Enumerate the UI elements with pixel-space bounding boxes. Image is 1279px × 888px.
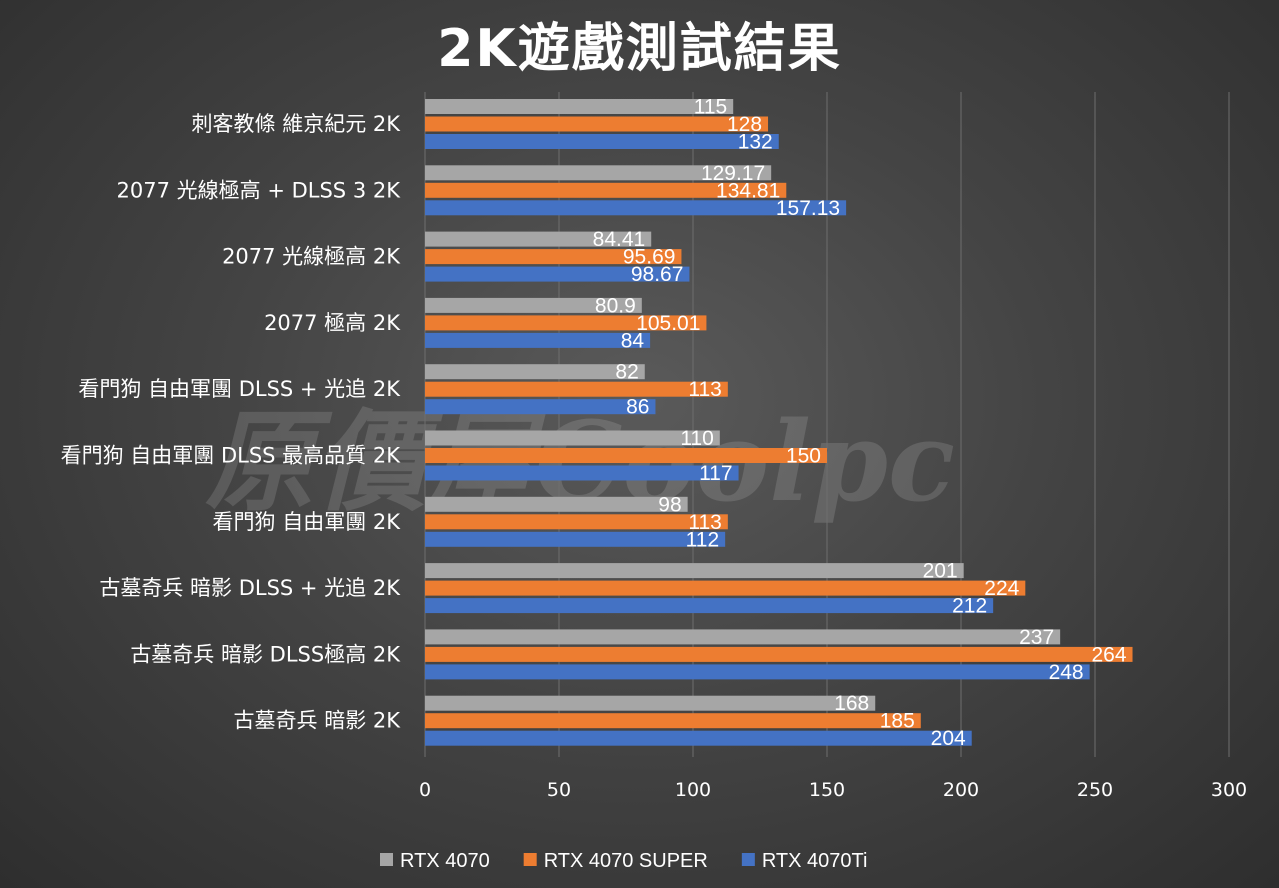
bar (425, 399, 656, 415)
data-label: 150 (786, 445, 821, 468)
x-tick-label: 100 (675, 779, 711, 801)
legend-swatch (741, 853, 755, 866)
category-label: 看門狗 自由軍團 DLSS 最高品質 2K (61, 444, 402, 468)
bars (425, 99, 1133, 746)
data-label: 185 (880, 710, 915, 733)
bar (425, 514, 728, 530)
data-label: 113 (688, 511, 721, 534)
data-label: 84 (621, 329, 645, 352)
bar (425, 713, 921, 729)
category-label: 刺客教條 維京紀元 2K (192, 112, 402, 136)
legend-label: RTX 4070 SUPER (544, 850, 708, 872)
legend-label: RTX 4070Ti (762, 850, 868, 872)
data-label: 105.01 (636, 312, 700, 335)
category-label: 古墓奇兵 暗影 DLSS極高 2K (130, 642, 401, 666)
x-tick-label: 50 (547, 779, 571, 801)
category-label: 看門狗 自由軍團 DLSS + 光追 2K (78, 377, 401, 401)
category-label: 古墓奇兵 暗影 DLSS + 光追 2K (99, 576, 401, 600)
bar (425, 730, 972, 746)
category-label: 2077 極高 2K (264, 311, 401, 335)
bar (425, 465, 739, 481)
category-label: 2077 光線極高 + DLSS 3 2K (117, 178, 402, 202)
bar (425, 266, 690, 282)
data-label: 117 (699, 462, 732, 485)
bar (425, 695, 876, 711)
bar (425, 134, 779, 149)
bar (425, 563, 964, 579)
chart-title: 2K遊戲測試結果 (437, 19, 842, 79)
data-label: 86 (626, 396, 649, 419)
data-label: 264 (1091, 643, 1126, 666)
bar (425, 116, 769, 132)
data-label: 115 (694, 96, 727, 119)
data-label: 224 (984, 577, 1019, 600)
category-label: 古墓奇兵 暗影 2K (234, 709, 402, 733)
category-label: 2077 光線極高 2K (222, 245, 401, 269)
bar (425, 200, 847, 216)
bar (425, 297, 642, 313)
data-label: 204 (931, 727, 966, 750)
data-label: 82 (615, 361, 638, 384)
bar (425, 249, 682, 265)
data-label: 134.81 (716, 179, 780, 202)
data-label: 237 (1019, 626, 1054, 649)
bar (425, 182, 787, 198)
bar (425, 580, 1026, 596)
data-label: 98 (658, 493, 681, 516)
category-label: 看門狗 自由軍團 2K (213, 510, 402, 534)
data-label: 80.9 (595, 294, 636, 317)
data-label: 128 (727, 113, 762, 136)
data-label: 98.67 (631, 263, 684, 286)
data-label: 113 (688, 378, 721, 401)
bar (425, 381, 728, 397)
bar (425, 664, 1090, 680)
data-label: 112 (686, 528, 719, 551)
bar (425, 598, 994, 614)
data-label: 248 (1049, 661, 1084, 684)
legend: RTX 4070 RTX 4070 SUPER RTX 4070Ti (380, 850, 867, 872)
bar (425, 448, 827, 463)
data-label: 129.17 (701, 162, 765, 185)
legend-swatch (380, 853, 393, 866)
data-label: 84.41 (593, 228, 646, 251)
bar (425, 332, 651, 348)
x-tick-label: 150 (809, 779, 845, 801)
bar (425, 231, 652, 247)
data-label: 95.69 (623, 246, 676, 269)
bar (425, 99, 734, 114)
data-label: 212 (952, 595, 987, 618)
data-label: 157.13 (776, 197, 840, 220)
x-tick-label: 300 (1211, 779, 1247, 801)
x-tick-label: 200 (943, 779, 979, 801)
bar (425, 629, 1061, 645)
bar (425, 364, 645, 380)
data-label: 168 (834, 692, 869, 715)
bar (425, 165, 772, 181)
data-label: 110 (680, 427, 713, 450)
data-label: 132 (738, 131, 773, 154)
bar (425, 646, 1133, 662)
data-label: 201 (923, 560, 958, 583)
legend-label: RTX 4070 (400, 850, 490, 872)
bar (425, 496, 688, 512)
bar (425, 315, 707, 331)
bar (425, 531, 726, 547)
x-tick-label: 0 (419, 779, 431, 801)
x-tick-label: 250 (1077, 779, 1113, 801)
bar (425, 430, 720, 446)
legend-swatch (523, 853, 537, 866)
